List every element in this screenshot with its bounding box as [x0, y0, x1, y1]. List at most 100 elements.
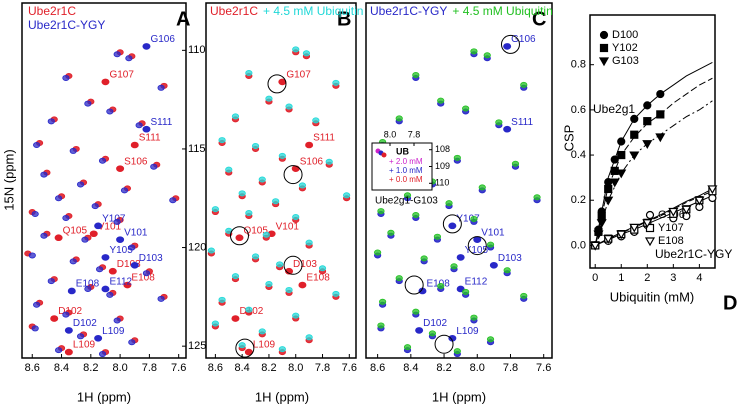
- peak: [305, 334, 313, 341]
- legend-marker: [599, 30, 609, 40]
- peak-label: Y107: [456, 214, 480, 225]
- peak-label: Y105: [465, 245, 489, 256]
- x-tick-label: 8.0: [384, 129, 397, 139]
- x-tick-label: 3: [670, 272, 676, 284]
- inset-label: Ube2g1-G103: [375, 196, 438, 207]
- peak: [251, 142, 260, 149]
- peak: [150, 163, 158, 170]
- peak: [62, 214, 70, 221]
- marker: [642, 140, 653, 149]
- peak: [113, 317, 121, 324]
- peak: [312, 117, 320, 124]
- marker: [642, 219, 653, 229]
- peak: [302, 50, 311, 57]
- labeled-peak: [415, 327, 424, 334]
- marker: [655, 133, 666, 143]
- panel-letter: D: [723, 292, 737, 314]
- labeled-peak: [142, 43, 151, 50]
- marker: [596, 219, 607, 229]
- peak: [238, 342, 246, 349]
- marker: [694, 196, 705, 206]
- y-tick-label: 125: [188, 340, 206, 352]
- labeled-peak: [101, 254, 110, 261]
- peak: [503, 267, 511, 274]
- peak: [231, 273, 240, 280]
- labeled-peak: [64, 348, 73, 356]
- peak: [265, 281, 273, 288]
- peak-label: E108: [131, 273, 155, 284]
- peak-label: E112: [109, 277, 132, 288]
- peak: [225, 166, 233, 173]
- peak-label: V101: [276, 221, 300, 232]
- peak: [231, 113, 240, 120]
- marker: [629, 151, 640, 161]
- peak: [262, 231, 270, 238]
- peak: [520, 292, 528, 299]
- marker: [630, 130, 639, 139]
- peak: [292, 46, 300, 53]
- peak: [218, 137, 226, 144]
- peak: [462, 105, 470, 112]
- peak: [211, 320, 219, 327]
- labeled-peak: [94, 334, 103, 342]
- x-tick-label: 8.6: [25, 362, 40, 374]
- group-label: Ube2g1: [593, 102, 635, 116]
- peak: [298, 182, 307, 189]
- peak: [251, 253, 260, 260]
- labeled-peak: [89, 230, 98, 238]
- peak: [62, 311, 70, 318]
- peak: [343, 192, 351, 199]
- peak: [428, 330, 437, 337]
- x-tick-label: 8.4: [235, 362, 250, 374]
- peak: [128, 244, 136, 251]
- peak: [98, 157, 107, 164]
- marker: [610, 155, 619, 164]
- x-axis-title: Ubiquitin (mM): [610, 289, 695, 304]
- fit-line: [595, 195, 713, 246]
- peak: [31, 325, 39, 332]
- peak: [377, 208, 385, 215]
- marker: [708, 193, 717, 203]
- peak: [76, 333, 85, 340]
- peak-label: V101: [124, 227, 148, 238]
- peak: [420, 255, 428, 262]
- peak-label: L109: [253, 340, 276, 351]
- marker: [681, 205, 692, 215]
- peak-label: E108: [76, 279, 100, 290]
- fit-line: [594, 190, 713, 246]
- y-tick-label: 120: [188, 241, 206, 253]
- x-axis-title: 1H (ppm): [77, 389, 131, 404]
- labeled-peak: [64, 327, 73, 334]
- labeled-peak: [489, 262, 498, 269]
- labeled-peak: [101, 78, 110, 86]
- x-tick-label: 8.2: [83, 362, 98, 374]
- peak: [305, 239, 313, 246]
- peak: [318, 265, 327, 272]
- x-tick-label: 8.2: [261, 362, 276, 374]
- peak: [377, 322, 385, 329]
- labeled-peak: [108, 267, 117, 275]
- peak: [55, 347, 63, 354]
- peak: [211, 206, 219, 213]
- peak: [470, 48, 478, 55]
- peak: [533, 194, 541, 201]
- labeled-peak: [235, 234, 244, 241]
- y-tick-label: 0.6: [571, 104, 586, 116]
- legend-entry: + 4.5 mM Ubiquitin: [452, 4, 552, 18]
- peak: [106, 108, 114, 115]
- marker: [629, 223, 640, 233]
- peak-label: D102: [423, 318, 447, 329]
- fit-line: [594, 100, 713, 246]
- legend-marker: [645, 210, 655, 220]
- y-axis-title: CSP: [561, 125, 576, 152]
- group-label: Ube2r1C-YGY: [655, 247, 732, 261]
- peak-label: G107: [286, 70, 311, 81]
- legend-marker: [645, 223, 655, 233]
- x-tick-label: 7.8: [503, 362, 518, 374]
- peak: [84, 285, 92, 292]
- peak: [125, 55, 133, 62]
- peak: [483, 52, 491, 59]
- labeled-peak: [473, 236, 482, 243]
- peak: [265, 95, 273, 102]
- fit-line: [594, 188, 713, 246]
